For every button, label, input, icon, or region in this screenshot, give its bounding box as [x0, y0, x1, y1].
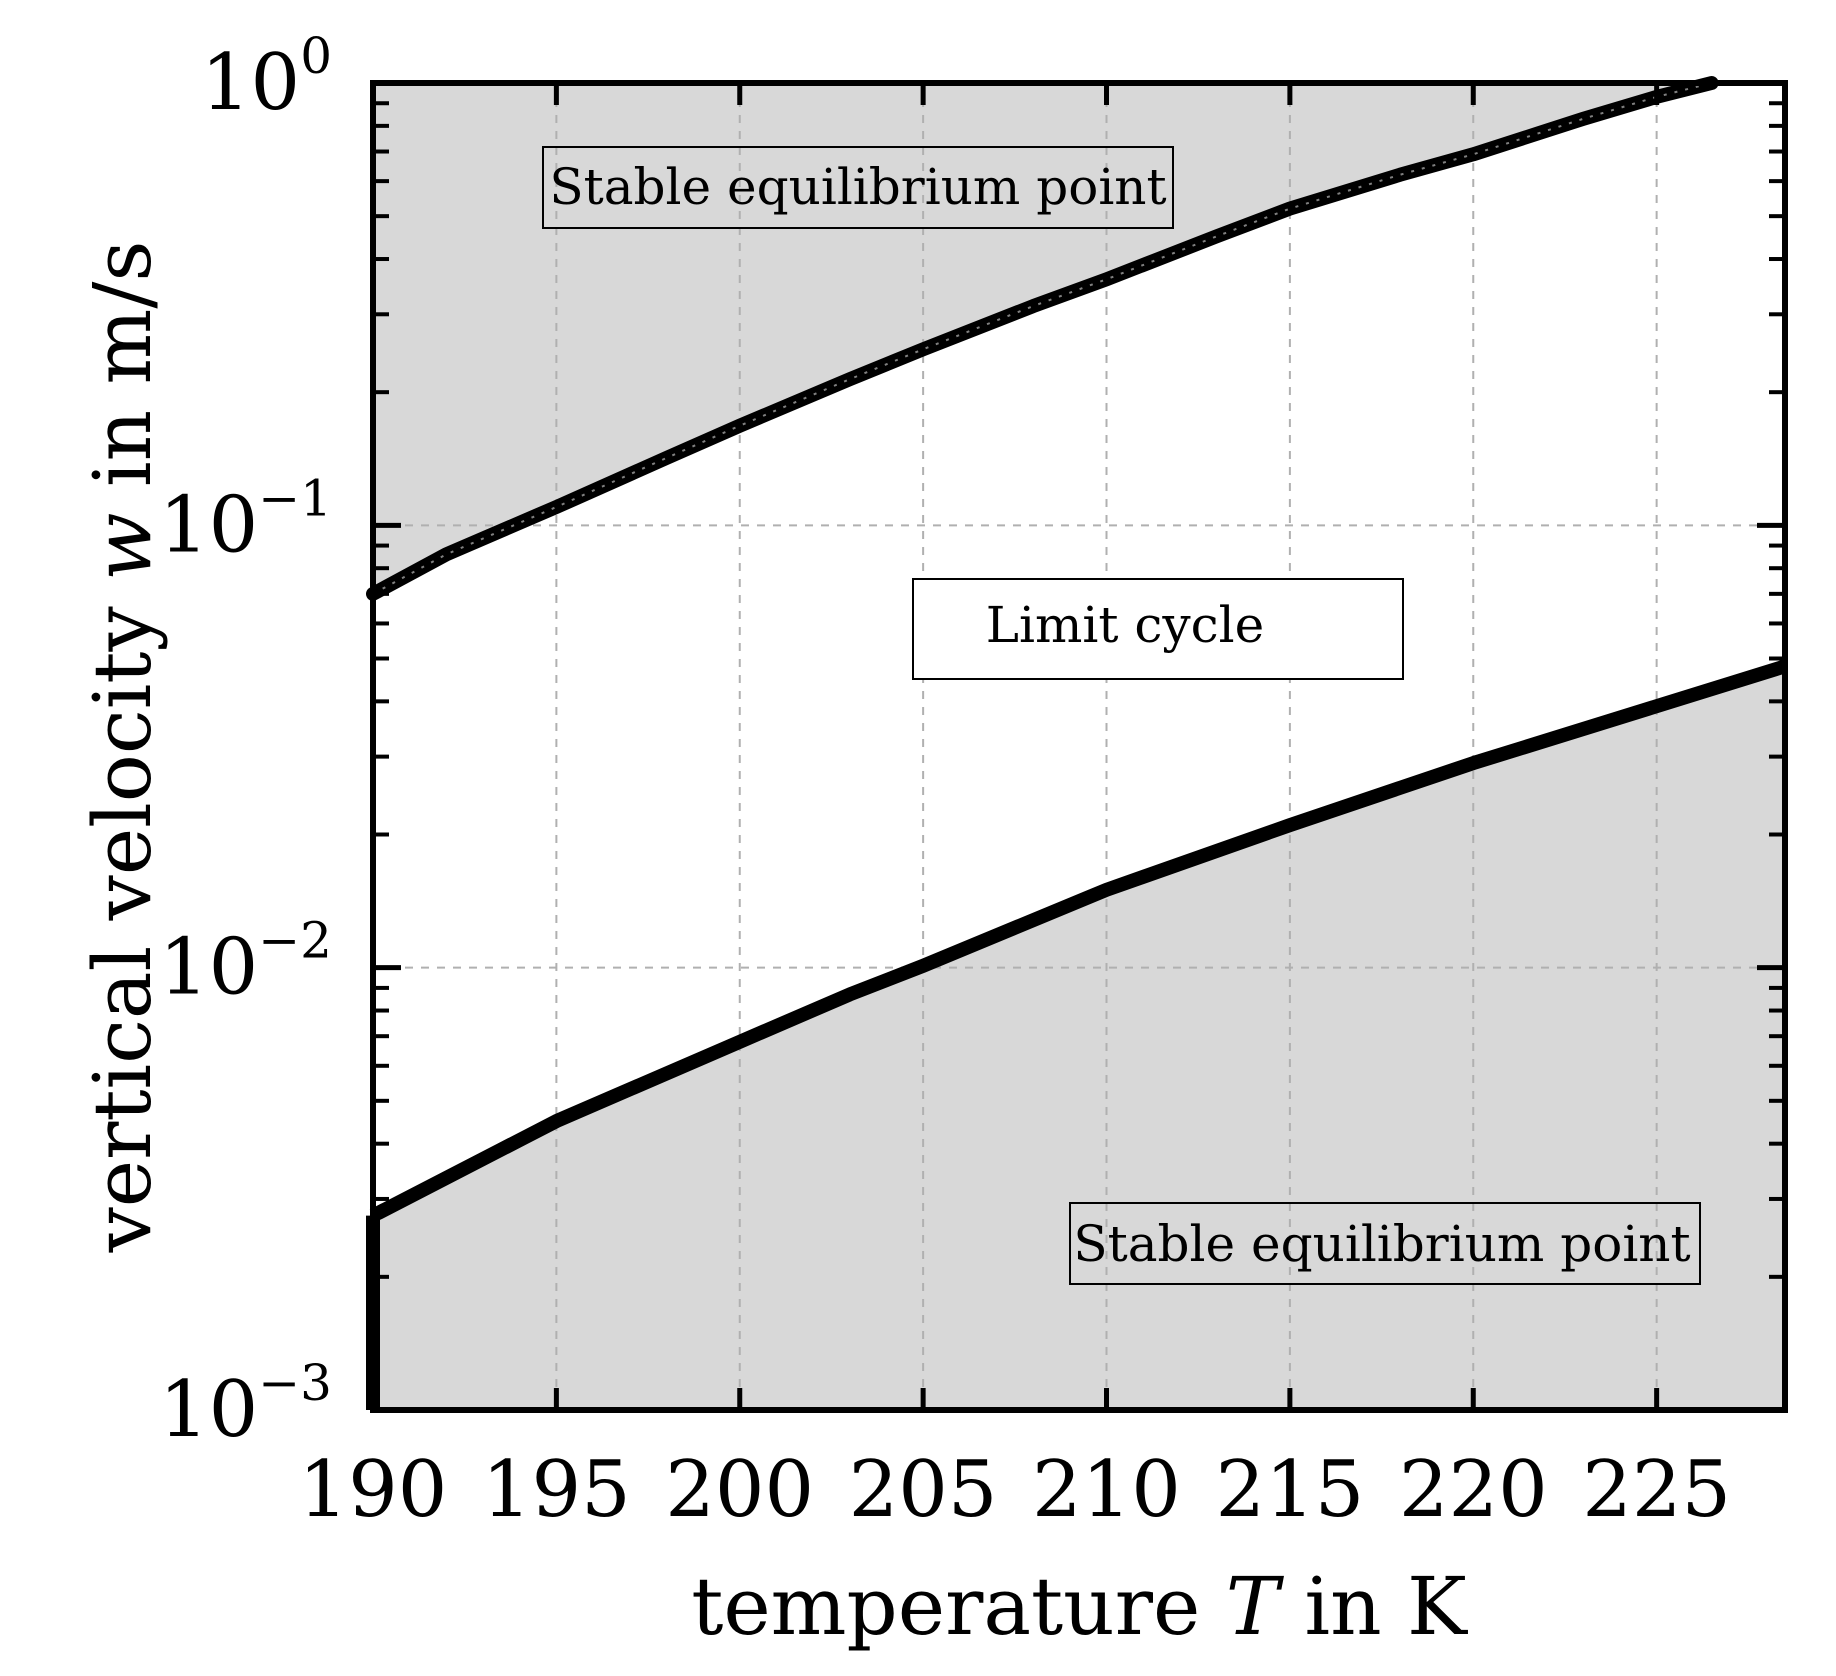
y-tick-exponent: 0: [300, 27, 332, 85]
y-axis-label-before: vertical velocity: [76, 581, 169, 1253]
y-axis-label-after: in m/s: [76, 241, 169, 513]
y-tick-label: 10−3: [159, 1354, 332, 1455]
x-tick-label: 215: [1215, 1445, 1364, 1535]
x-axis-label-after: in K: [1279, 1560, 1468, 1653]
region-label-text-2: Stable equilibrium point: [1073, 1215, 1690, 1273]
y-tick-base: 10: [159, 480, 258, 570]
y-tick-base: 10: [201, 38, 300, 128]
y-tick-base: 10: [159, 923, 258, 1013]
x-axis-label-before: temperature: [691, 1560, 1226, 1653]
x-tick-label: 190: [299, 1445, 448, 1535]
x-tick-label: 195: [482, 1445, 631, 1535]
x-tick-label: 220: [1399, 1445, 1548, 1535]
y-tick-label: 10−2: [159, 912, 332, 1013]
axis-labels: 190 195 200 205 210 215 220 22510010−110−210−3t…: [76, 27, 1731, 1653]
lower-shaded-region: [373, 666, 1785, 1410]
x-axis-label-variable: T: [1226, 1560, 1285, 1653]
y-tick-label: 100: [201, 27, 332, 128]
x-tick-label: 225: [1582, 1445, 1731, 1535]
x-tick-label: 210: [1032, 1445, 1181, 1535]
region-labels: Stable equilibrium point Limit cycle Stabl…: [542, 146, 1701, 1285]
y-tick-exponent: −1: [258, 469, 332, 527]
shaded-regions: [373, 83, 1785, 1410]
region-label-text-0: Stable equilibrium point: [549, 158, 1166, 216]
region-label-box-1: [912, 578, 1404, 680]
upper-shaded-region: [373, 83, 1712, 594]
region-label-box-2: [1069, 1202, 1701, 1285]
grid-lines: [373, 83, 1785, 1410]
y-axis-label-variable: w: [76, 512, 169, 580]
upper-boundary-texture: [372, 82, 1712, 595]
y-tick-label: 10−1: [159, 469, 332, 570]
x-axis-label: temperature T in K: [691, 1560, 1468, 1653]
y-tick-base: 10: [159, 1365, 258, 1455]
plot-frame: [370, 80, 1788, 1413]
region-label-box-0: [542, 146, 1174, 229]
y-tick-exponent: −3: [258, 1354, 332, 1412]
x-tick-label: 205: [849, 1445, 998, 1535]
y-axis-label: vertical velocity w in m/s: [76, 241, 169, 1254]
x-tick-label: 200: [665, 1445, 814, 1535]
region-label-text-1: Limit cycle: [986, 596, 1264, 654]
y-tick-exponent: −2: [258, 912, 332, 970]
lower-boundary-line: [369, 659, 1788, 1222]
